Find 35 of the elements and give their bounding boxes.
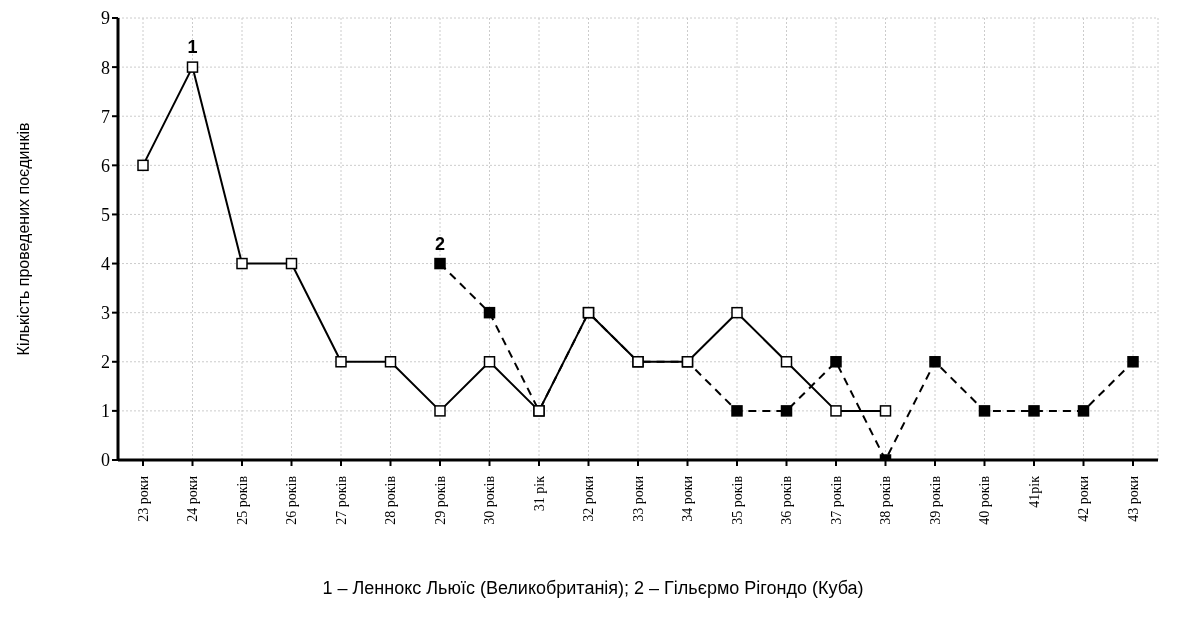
series-label: 2 <box>434 233 446 254</box>
y-tick-label: 8 <box>101 57 110 78</box>
x-tick-label: 37 років <box>828 475 844 525</box>
y-tick-label: 5 <box>101 204 110 225</box>
y-tick-label: 7 <box>101 106 110 127</box>
y-tick-label: 3 <box>101 303 110 324</box>
y-tick-label: 1 <box>101 401 110 422</box>
x-tick-label: 34 роки <box>680 475 695 522</box>
y-tick-label: 6 <box>101 155 110 176</box>
y-tick-label: 2 <box>101 352 110 373</box>
x-tick-label: 25 років <box>234 475 250 525</box>
x-tick-label: 42 роки <box>1076 475 1091 522</box>
text: 1 – Леннокс Льюїс (Великобританія); 2 – Гільєрмо Рігондо (Куба) <box>321 578 865 599</box>
x-tick-label: 30 років <box>482 475 497 525</box>
x-tick-label: 26 років <box>284 475 299 525</box>
x-tick-label: 24 роки <box>185 475 200 522</box>
x-tick-label: 23 роки <box>135 475 151 522</box>
x-tick-label: 28 років <box>383 475 398 525</box>
x-tick-label: 39 років <box>927 475 943 525</box>
y-tick-label: 0 <box>101 450 110 471</box>
x-tick-label: 40 років <box>977 475 992 525</box>
y-axis-title: Кількість проведених поєдинків <box>14 122 32 356</box>
x-tick-label: 29 років <box>432 475 448 525</box>
y-tick-label: 9 <box>101 8 110 29</box>
x-tick-label: 43 роки <box>1125 475 1141 522</box>
x-tick-label: 33 роки <box>630 475 646 522</box>
x-tick-label: 36 років <box>779 475 794 525</box>
x-tick-label: 31 рік <box>531 475 547 512</box>
x-tick-label: 41рік <box>1026 475 1042 508</box>
x-tick-label: 27 років <box>333 475 349 525</box>
x-tick-label: 38 років <box>878 475 893 525</box>
series-label: 1 <box>187 37 198 58</box>
x-tick-label: 35 років <box>729 475 745 525</box>
y-tick-label: 4 <box>101 253 110 274</box>
x-tick-label: 32 роки <box>581 475 596 522</box>
